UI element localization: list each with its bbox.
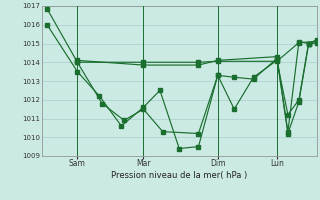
X-axis label: Pression niveau de la mer( hPa ): Pression niveau de la mer( hPa ) bbox=[111, 171, 247, 180]
